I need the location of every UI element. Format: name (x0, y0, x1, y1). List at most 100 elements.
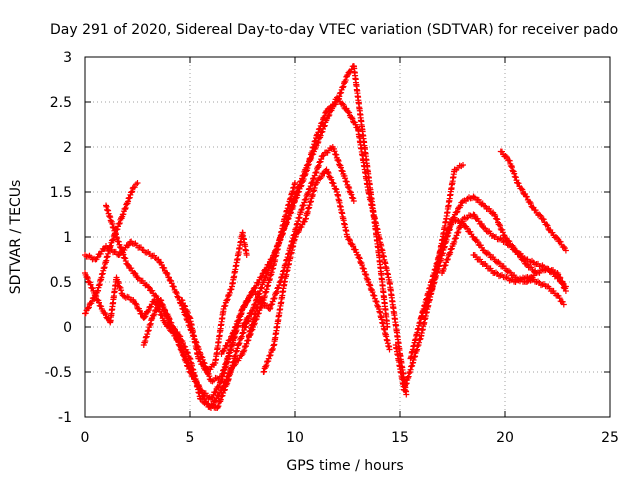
data-marker (156, 308, 163, 315)
data-point (134, 274, 141, 281)
data-marker (503, 154, 510, 161)
data-marker (220, 383, 227, 390)
y-axis: -1 -0.5 0 0.5 1 1.5 2 2.5 3 (45, 50, 610, 426)
data-marker (493, 215, 500, 222)
data-point (470, 193, 477, 200)
y-tick-label: -1 (58, 410, 72, 426)
data-point (243, 252, 250, 258)
data-marker (253, 282, 260, 289)
data-marker (133, 301, 140, 308)
data-marker (227, 368, 234, 375)
data-marker (546, 285, 553, 292)
data-marker (153, 293, 160, 300)
data-marker (530, 268, 537, 275)
data-marker (478, 221, 485, 228)
data-marker (101, 309, 108, 316)
data-point (560, 301, 567, 308)
x-axis-label: GPS time / hours (286, 458, 403, 474)
data-marker (173, 290, 180, 297)
data-marker (490, 232, 497, 239)
series-sat-8 (239, 94, 410, 398)
data-marker (184, 349, 191, 356)
data-marker (164, 270, 171, 277)
data-marker (224, 342, 231, 349)
data-point (562, 283, 569, 290)
data-marker (89, 285, 96, 292)
data-marker (305, 161, 312, 168)
y-tick-label: 0 (63, 320, 72, 336)
x-tick-label: 0 (81, 430, 90, 446)
data-marker (182, 303, 189, 310)
data-marker (543, 221, 550, 228)
data-marker (248, 309, 255, 316)
data-point (145, 283, 151, 290)
data-marker (245, 313, 252, 320)
x-tick-label: 20 (496, 430, 514, 446)
data-marker (221, 345, 228, 352)
data-marker (97, 250, 104, 257)
data-marker (545, 265, 552, 272)
data-marker (326, 112, 333, 119)
data-marker (454, 208, 461, 215)
data-marker (519, 186, 526, 193)
data-point (134, 180, 141, 186)
data-marker (139, 311, 146, 318)
data-marker (201, 400, 208, 407)
data-marker (523, 193, 530, 200)
data-marker (196, 355, 203, 362)
data-marker (521, 255, 528, 262)
data-marker (555, 275, 562, 282)
data-marker (559, 298, 566, 305)
data-marker (94, 254, 101, 261)
data-marker (207, 366, 214, 373)
series-sat-5 (140, 180, 298, 411)
data-point (460, 162, 466, 168)
data-marker (171, 325, 178, 332)
data-marker (163, 269, 170, 276)
data-marker (84, 273, 91, 280)
data-marker (320, 152, 327, 159)
data-marker (473, 253, 480, 260)
data-marker (200, 361, 207, 368)
data-marker (85, 305, 92, 312)
data-point (386, 346, 393, 353)
data-marker (474, 238, 481, 245)
data-marker (168, 280, 175, 287)
data-marker (161, 265, 168, 272)
data-point (481, 202, 487, 209)
data-marker (348, 114, 355, 121)
data-marker (496, 260, 503, 267)
data-marker (242, 319, 249, 326)
data-marker (296, 227, 303, 234)
data-marker (475, 196, 482, 203)
data-marker (177, 333, 184, 340)
data-marker (340, 101, 347, 108)
data-marker (497, 222, 504, 229)
data-marker (180, 339, 186, 346)
data-marker (227, 336, 234, 343)
data-marker (527, 200, 534, 207)
data-marker (135, 275, 142, 282)
data-marker (154, 304, 161, 311)
data-marker (167, 319, 174, 326)
data-marker (310, 151, 317, 158)
data-marker (184, 309, 191, 316)
data-marker (325, 170, 332, 177)
data-marker (198, 396, 205, 403)
data-marker (451, 214, 458, 221)
data-marker (125, 242, 132, 249)
data-marker (159, 312, 165, 319)
data-marker (133, 181, 140, 188)
data-marker (526, 198, 533, 205)
data-marker (173, 288, 179, 295)
data-marker (181, 302, 188, 309)
data-marker (332, 185, 339, 192)
data-marker (210, 401, 217, 408)
data-marker (242, 300, 249, 307)
data-marker (532, 207, 539, 214)
data-marker (92, 291, 99, 298)
data-marker (85, 304, 92, 311)
series-sat-16 (470, 252, 567, 308)
data-marker (247, 292, 254, 299)
